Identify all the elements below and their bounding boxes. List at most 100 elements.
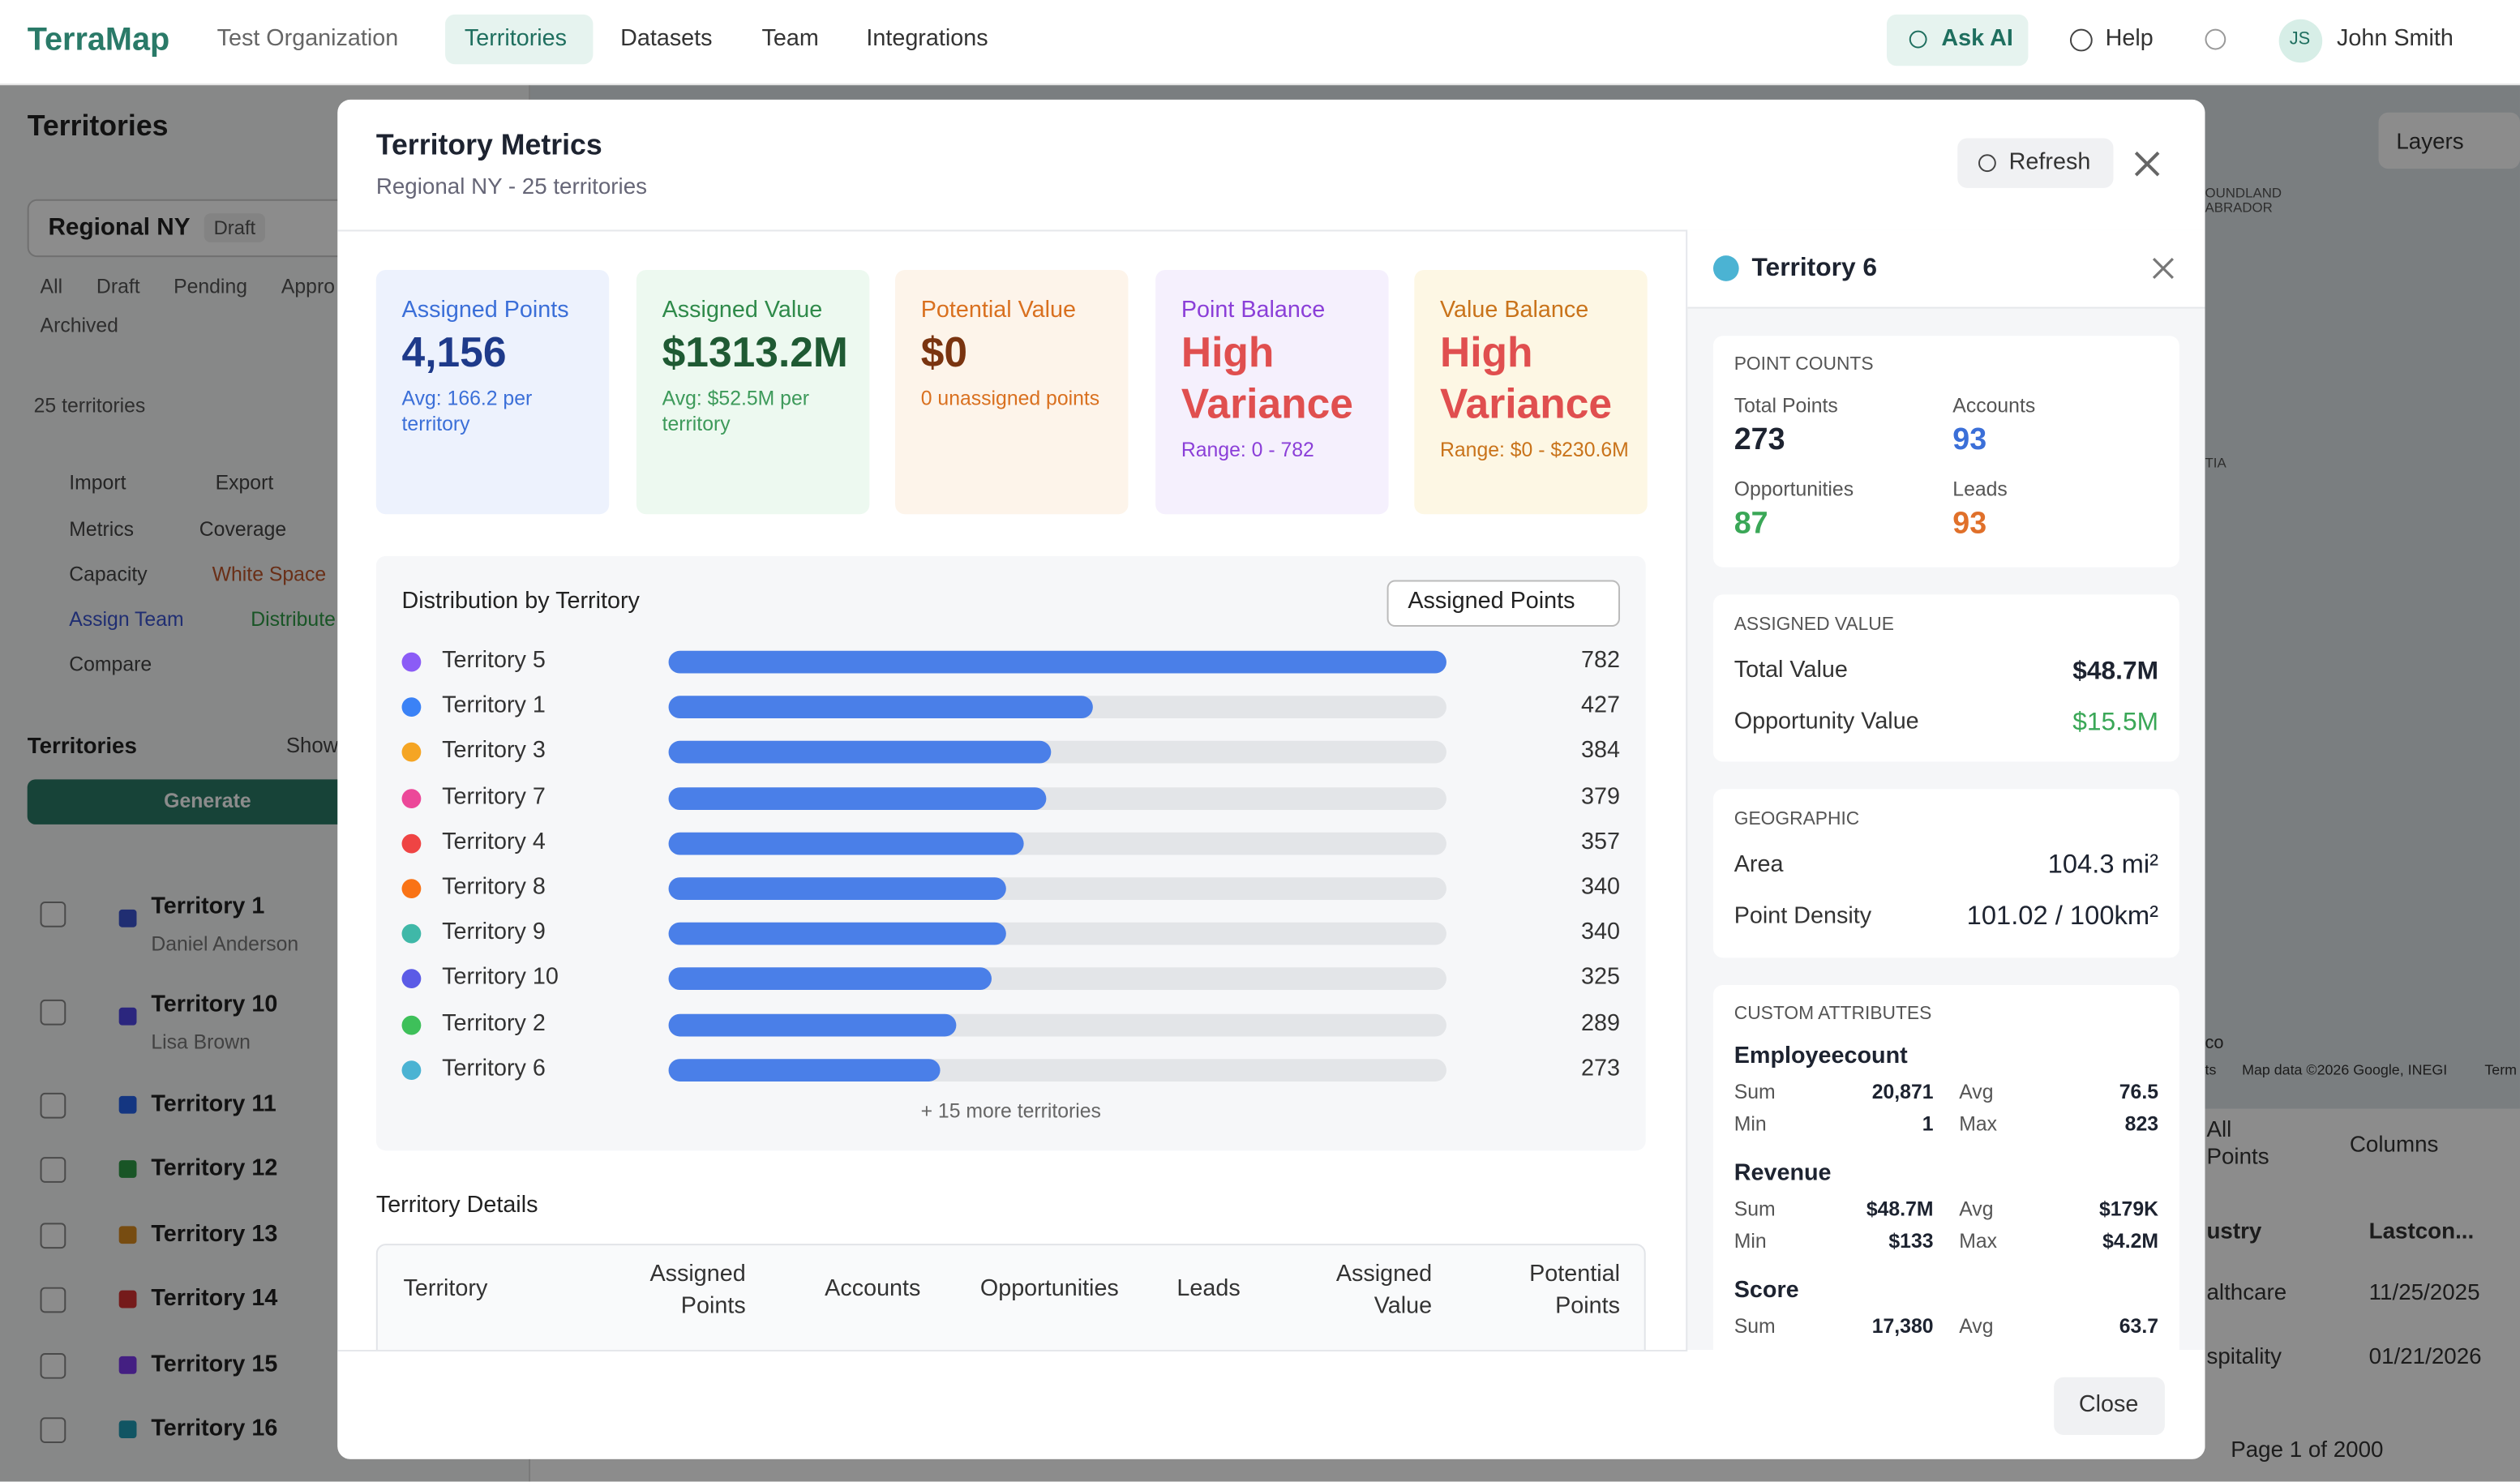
territory-label: Territory 9	[442, 919, 546, 946]
details-column-header[interactable]: Assigned Points	[649, 1261, 746, 1320]
territory-label: Territory 7	[442, 784, 546, 810]
row-checkbox[interactable]	[40, 999, 66, 1026]
top-nav: TerraMap Test Organization Territories Data…	[0, 0, 2520, 86]
territory-label: Territory 4	[442, 829, 546, 855]
bar-value: 340	[1581, 874, 1620, 901]
refresh-label[interactable]: Refresh	[2008, 149, 2091, 176]
details-column-header[interactable]: Assigned Value	[1335, 1261, 1433, 1320]
bar-value: 325	[1581, 965, 1620, 992]
status-filter[interactable]: Appro	[281, 275, 335, 298]
value-amount: $15.5M	[2072, 709, 2159, 737]
stat-label: Sum	[1734, 1197, 1776, 1221]
geo-label: Point Density	[1734, 903, 1872, 930]
stat-label: Sum	[1734, 1315, 1776, 1339]
nav-link[interactable]: Team	[761, 26, 819, 53]
layers-button[interactable]	[2378, 112, 2520, 169]
bar	[668, 968, 992, 991]
card-label: Assigned Points	[401, 298, 569, 324]
brand: TerraMap	[27, 22, 170, 58]
tool-button[interactable]: Export	[215, 471, 274, 495]
details-column-header[interactable]: Territory	[403, 1276, 488, 1303]
ask-ai-label[interactable]: Ask AI	[1941, 26, 2013, 53]
metric-select-label[interactable]: Assigned Points	[1408, 589, 1575, 615]
columns-button[interactable]: Columns	[2349, 1130, 2439, 1157]
tool-button[interactable]: Distribute	[251, 608, 336, 631]
card-value: $0	[920, 328, 968, 376]
stat-label: Min	[1734, 1230, 1767, 1253]
territory-swatch	[118, 1007, 137, 1026]
stat-label: Sum	[1734, 1080, 1776, 1103]
map-label: TIA	[2205, 454, 2226, 471]
section-heading: GEOGRAPHIC	[1734, 810, 1860, 829]
user-name[interactable]: John Smith	[2337, 26, 2454, 53]
tool-button[interactable]: Coverage	[199, 518, 287, 541]
territory-dot	[401, 879, 422, 899]
bar-value: 782	[1581, 648, 1620, 675]
details-column-header[interactable]: Accounts	[825, 1276, 921, 1303]
plan-status: Draft	[204, 213, 266, 243]
help-link[interactable]: Help	[2105, 26, 2154, 53]
nav-link[interactable]: Territories	[464, 26, 568, 53]
status-filter[interactable]: All	[40, 275, 63, 298]
nav-link[interactable]: Datasets	[620, 26, 713, 53]
territory-name: Territory 13	[151, 1222, 278, 1248]
bar-value: 384	[1581, 739, 1620, 765]
card-label: Potential Value	[920, 298, 1076, 324]
column-header: Lastcon...	[2368, 1217, 2475, 1244]
row-checkbox[interactable]	[40, 1417, 66, 1443]
tool-button[interactable]: Metrics	[69, 518, 135, 541]
details-column-header[interactable]: Opportunities	[979, 1276, 1119, 1303]
metric-card: Value Balance High Variance Range: $0 - $2…	[1414, 269, 1648, 515]
details-column-header[interactable]: Potential Points	[1529, 1261, 1620, 1320]
tool-button[interactable]: Import	[69, 471, 126, 495]
territory-label: Territory 5	[442, 648, 546, 675]
close-x[interactable]	[2131, 148, 2163, 180]
more-territories: + 15 more territories	[920, 1099, 1101, 1123]
territory-name: Territory 12	[151, 1155, 278, 1182]
status-filter[interactable]: Pending	[174, 275, 248, 298]
territory-swatch	[118, 1226, 137, 1244]
status-filter[interactable]: Draft	[96, 275, 140, 298]
row-checkbox[interactable]	[40, 1287, 66, 1313]
bar	[668, 877, 1007, 900]
territory-name: Territory 15	[151, 1351, 278, 1378]
metric-select[interactable]	[1386, 580, 1620, 627]
close-button[interactable]	[2054, 1377, 2165, 1436]
avatar-initials: JS	[2289, 29, 2311, 49]
row-checkbox[interactable]	[40, 901, 66, 927]
details-column-header[interactable]: Leads	[1176, 1276, 1241, 1303]
layers-label[interactable]: Layers	[2396, 127, 2464, 154]
territory-dot	[1712, 255, 1739, 281]
metric-card: Assigned Points 4,156 Avg: 166.2 per terri…	[375, 269, 610, 515]
org-name[interactable]: Test Organization	[216, 26, 399, 53]
panel-close[interactable]	[2152, 257, 2175, 280]
row-checkbox[interactable]	[40, 1352, 66, 1379]
territory-dot	[401, 1060, 422, 1080]
modal: Territory Metrics Regional NY - 25 territ…	[337, 99, 2205, 1459]
status-filter[interactable]: Archived	[40, 314, 118, 337]
tool-button[interactable]: Compare	[69, 653, 152, 676]
card-sub: Range: 0 - 782	[1181, 439, 1314, 461]
row-checkbox[interactable]	[40, 1157, 66, 1183]
bar-value: 379	[1581, 784, 1620, 810]
panel-clip	[1687, 1349, 2205, 1353]
bar-value: 289	[1581, 1010, 1620, 1037]
territory-swatch	[118, 1420, 137, 1439]
bar-value: 273	[1581, 1056, 1620, 1082]
row-checkbox[interactable]	[40, 1223, 66, 1249]
tool-button[interactable]: White Space	[212, 563, 327, 586]
count-value: 93	[1952, 507, 1987, 542]
row-checkbox[interactable]	[40, 1092, 66, 1119]
territory-name: Territory 11	[151, 1091, 276, 1118]
metric-card: Potential Value $0 0 unassigned points	[895, 269, 1129, 515]
stat-value: $179K	[2098, 1197, 2159, 1221]
show-button[interactable]: Show	[285, 733, 339, 757]
nav-link[interactable]: Integrations	[866, 26, 988, 53]
tool-button[interactable]: Capacity	[69, 563, 148, 586]
stat-value: $48.7M	[1866, 1197, 1934, 1221]
territory-label: Territory 8	[442, 874, 546, 901]
card-value: High Variance	[1439, 328, 1613, 428]
attribute-name: Revenue	[1734, 1160, 1832, 1187]
tool-button[interactable]: Assign Team	[69, 608, 184, 631]
close-label[interactable]: Close	[2078, 1392, 2139, 1418]
